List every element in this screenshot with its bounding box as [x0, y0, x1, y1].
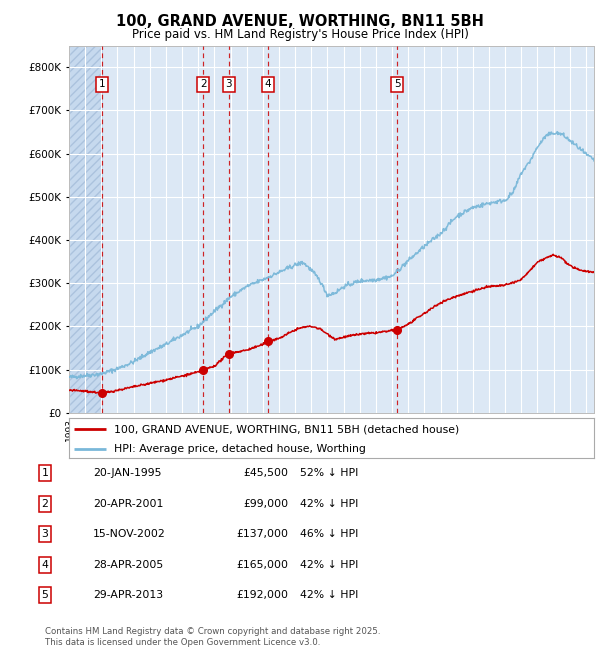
- Text: 20-JAN-1995: 20-JAN-1995: [93, 468, 161, 478]
- Text: £137,000: £137,000: [236, 529, 288, 539]
- Text: 100, GRAND AVENUE, WORTHING, BN11 5BH: 100, GRAND AVENUE, WORTHING, BN11 5BH: [116, 14, 484, 29]
- Text: 3: 3: [41, 529, 49, 539]
- Text: 15-NOV-2002: 15-NOV-2002: [93, 529, 166, 539]
- Text: 2: 2: [200, 79, 206, 90]
- Text: 42% ↓ HPI: 42% ↓ HPI: [300, 590, 358, 601]
- Text: 100, GRAND AVENUE, WORTHING, BN11 5BH (detached house): 100, GRAND AVENUE, WORTHING, BN11 5BH (d…: [113, 424, 459, 434]
- Text: £45,500: £45,500: [243, 468, 288, 478]
- Text: 28-APR-2005: 28-APR-2005: [93, 560, 163, 570]
- Text: 42% ↓ HPI: 42% ↓ HPI: [300, 560, 358, 570]
- Text: 4: 4: [265, 79, 271, 90]
- Text: 3: 3: [225, 79, 232, 90]
- Text: 2: 2: [41, 499, 49, 509]
- Text: HPI: Average price, detached house, Worthing: HPI: Average price, detached house, Wort…: [113, 445, 365, 454]
- Text: 1: 1: [41, 468, 49, 478]
- Text: 4: 4: [41, 560, 49, 570]
- Text: 5: 5: [394, 79, 401, 90]
- Text: Contains HM Land Registry data © Crown copyright and database right 2025.
This d: Contains HM Land Registry data © Crown c…: [45, 627, 380, 647]
- Text: 5: 5: [41, 590, 49, 601]
- Text: 29-APR-2013: 29-APR-2013: [93, 590, 163, 601]
- Text: 42% ↓ HPI: 42% ↓ HPI: [300, 499, 358, 509]
- Text: 46% ↓ HPI: 46% ↓ HPI: [300, 529, 358, 539]
- Text: 20-APR-2001: 20-APR-2001: [93, 499, 163, 509]
- Text: Price paid vs. HM Land Registry's House Price Index (HPI): Price paid vs. HM Land Registry's House …: [131, 28, 469, 41]
- Text: 1: 1: [99, 79, 106, 90]
- Bar: [69, 46, 102, 413]
- Text: £99,000: £99,000: [243, 499, 288, 509]
- Text: £165,000: £165,000: [236, 560, 288, 570]
- Text: £192,000: £192,000: [236, 590, 288, 601]
- Text: 52% ↓ HPI: 52% ↓ HPI: [300, 468, 358, 478]
